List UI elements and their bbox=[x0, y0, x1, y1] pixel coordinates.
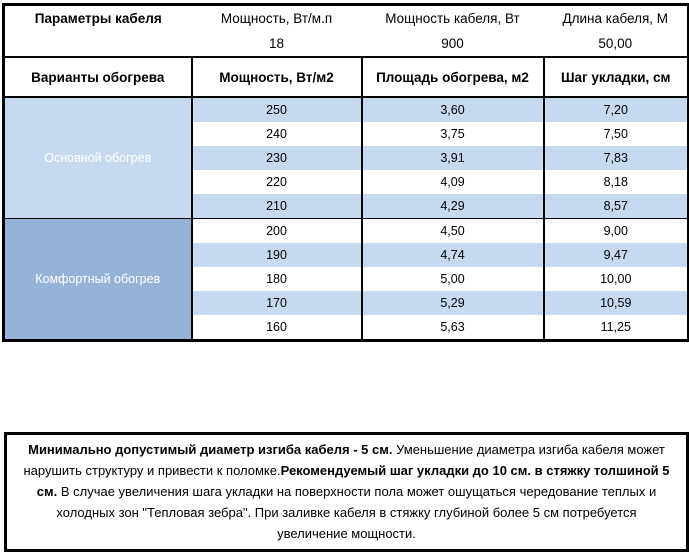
section-label-comfort-heating: Комфортный обогрев bbox=[2, 218, 193, 341]
heating-table-body: Основной обогрев 250 3,60 7,20 240 3,75 7,50 23… bbox=[2, 97, 689, 341]
data-cell: 3,60 bbox=[360, 97, 545, 122]
data-cell: 7,20 bbox=[542, 97, 689, 122]
data-cell: 5,29 bbox=[360, 291, 545, 315]
data-cell: 160 bbox=[190, 315, 363, 341]
data-cell: 220 bbox=[190, 170, 363, 194]
data-cell: 9,00 bbox=[542, 218, 689, 243]
data-cell: 4,09 bbox=[360, 170, 545, 194]
table-row: 160 5,63 11,25 bbox=[4, 315, 689, 341]
data-cell: 180 bbox=[190, 267, 363, 291]
data-cell: 5,63 bbox=[360, 315, 545, 341]
table-row: 190 4,74 9,47 bbox=[4, 243, 689, 267]
data-cell: 10,00 bbox=[542, 267, 689, 291]
column-header-variants: Варианты обогрева bbox=[2, 56, 193, 98]
heating-cable-table: Параметры кабеля Мощность, Вт/м.п Мощнос… bbox=[2, 3, 689, 342]
data-cell: 3,75 bbox=[360, 122, 545, 146]
power-per-meter-value: 18 bbox=[268, 36, 285, 51]
data-cell: 8,18 bbox=[542, 170, 689, 194]
column-header-row: Варианты обогрева Мощность, Вт/м2 Площад… bbox=[2, 56, 689, 98]
power-per-meter-label: Мощность, Вт/м.п bbox=[220, 11, 333, 26]
data-cell: 200 bbox=[190, 218, 363, 243]
column-header-power: Мощность, Вт/м2 bbox=[190, 56, 363, 98]
data-cell: 240 bbox=[190, 122, 363, 146]
note-segment: Минимально допустимый диаметр изгиба каб… bbox=[28, 442, 393, 457]
table-row: 240 3,75 7,50 bbox=[4, 122, 689, 146]
data-cell: 9,47 bbox=[542, 243, 689, 267]
data-cell: 5,00 bbox=[360, 267, 545, 291]
data-cell: 11,25 bbox=[542, 315, 689, 341]
table-row: Комфортный обогрев 200 4,50 9,00 bbox=[2, 218, 689, 341]
cable-params-title: Параметры кабеля bbox=[34, 11, 162, 26]
data-cell: 170 bbox=[190, 291, 363, 315]
empty-cell bbox=[4, 31, 192, 57]
data-cell: 3,91 bbox=[360, 146, 545, 170]
data-cell: 4,74 bbox=[360, 243, 545, 267]
cable-length-value: 50,00 bbox=[598, 36, 633, 51]
column-header-step: Шаг укладки, см bbox=[542, 56, 689, 98]
section-label-main-heating: Основной обогрев bbox=[2, 97, 193, 219]
cable-power-value: 900 bbox=[441, 36, 464, 51]
table-row: 170 5,29 10,59 bbox=[4, 291, 689, 315]
data-cell: 250 bbox=[190, 97, 363, 122]
data-cell: 7,83 bbox=[542, 146, 689, 170]
table-row: 180 5,00 10,00 bbox=[4, 267, 689, 291]
column-header-area: Площадь обогрева, м2 bbox=[360, 56, 545, 98]
table-row: Основной обогрев 250 3,60 7,20 bbox=[2, 97, 689, 219]
data-cell: 210 bbox=[190, 194, 363, 219]
cable-params-value-row: 18 900 50,00 bbox=[3, 31, 689, 57]
data-cell: 230 bbox=[190, 146, 363, 170]
data-cell: 190 bbox=[190, 243, 363, 267]
note-segment: В случае увеличения шага укладки на пове… bbox=[56, 484, 657, 541]
cable-params-header-row: Параметры кабеля Мощность, Вт/м.п Мощнос… bbox=[4, 5, 689, 32]
data-cell: 4,29 bbox=[360, 194, 545, 219]
table-row: 220 4,09 8,18 bbox=[4, 170, 689, 194]
data-cell: 8,57 bbox=[542, 194, 689, 219]
data-cell: 10,59 bbox=[542, 291, 689, 315]
cable-length-label: Длина кабеля, М bbox=[562, 11, 669, 26]
note-segment: Уменьшение диаметра изгиба кабеля может … bbox=[23, 442, 665, 478]
note-segment: Рекомендуемый шаг укладки до 10 см. в ст… bbox=[36, 463, 670, 499]
table-row: 230 3,91 7,83 bbox=[4, 146, 689, 170]
cable-power-label: Мощность кабеля, Вт bbox=[385, 11, 520, 26]
note-block: Минимально допустимый диаметр изгиба каб… bbox=[4, 432, 689, 552]
table-row: 210 4,29 8,57 bbox=[4, 194, 689, 219]
data-cell: 4,50 bbox=[360, 218, 545, 243]
data-cell: 7,50 bbox=[542, 122, 689, 146]
